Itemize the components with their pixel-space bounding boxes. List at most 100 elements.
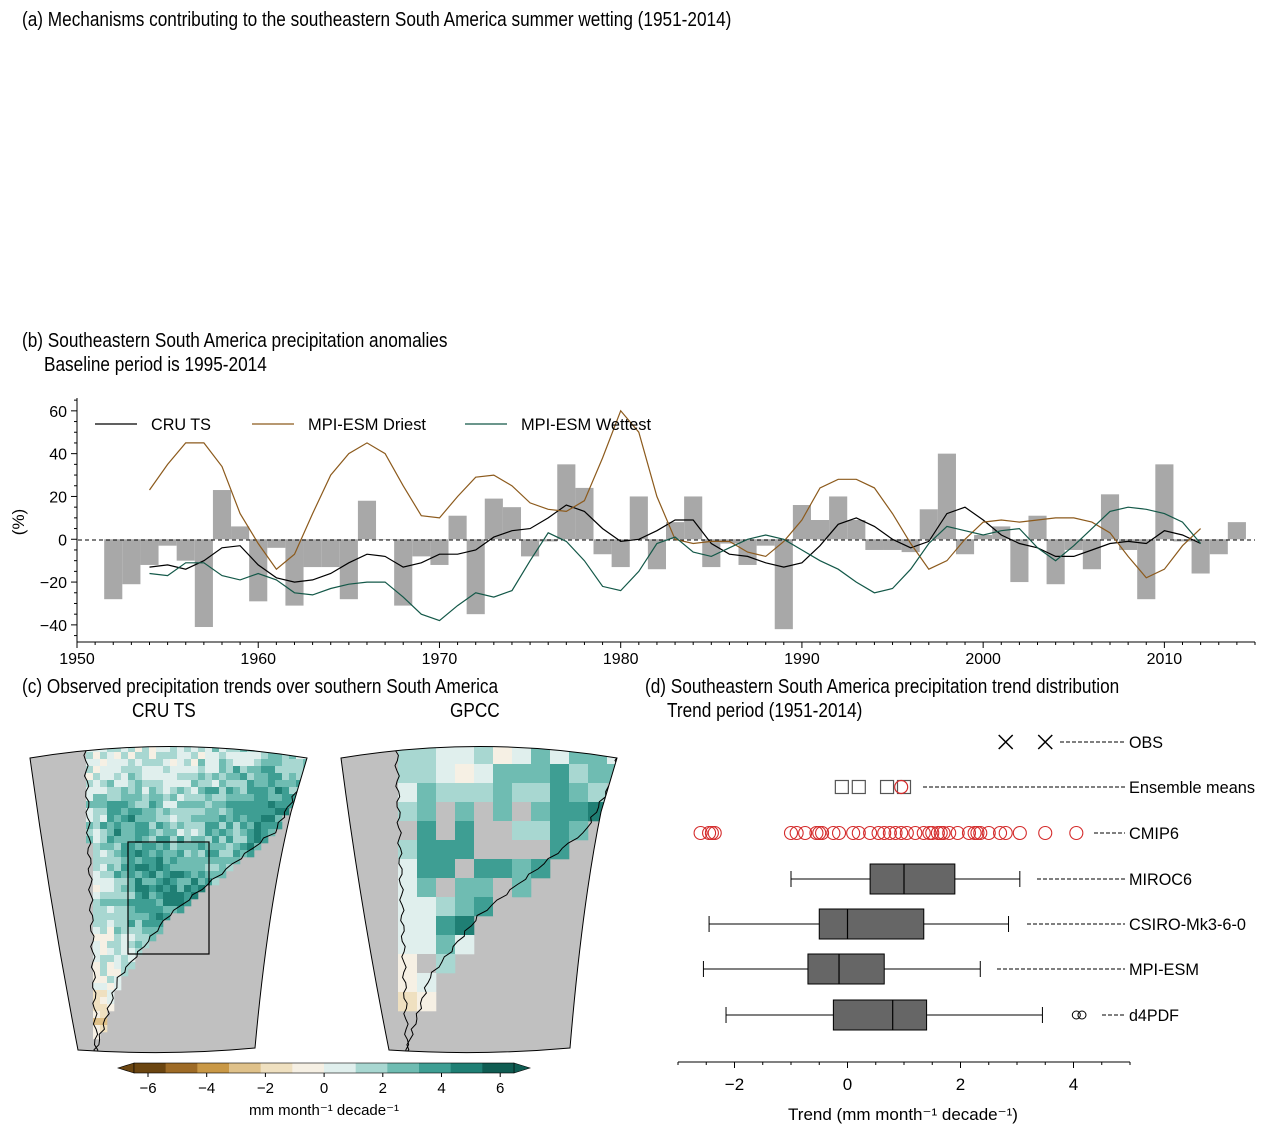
trend-cell	[226, 836, 234, 844]
anomaly-bar	[1064, 539, 1083, 550]
trend-cell	[135, 801, 143, 809]
trend-cell	[226, 850, 234, 858]
trend-cell	[142, 843, 150, 851]
trend-cell	[398, 973, 418, 993]
trend-cell	[268, 780, 276, 788]
trend-cell	[86, 780, 94, 788]
trend-cell	[93, 927, 101, 935]
trend-cell	[163, 822, 171, 830]
trend-cell	[226, 780, 234, 788]
trend-cell	[121, 746, 129, 753]
trend-cell	[128, 759, 136, 767]
trend-cell	[275, 794, 283, 802]
anomaly-bar	[792, 505, 811, 540]
trend-cell	[114, 927, 122, 935]
trend-cell	[254, 787, 262, 795]
trend-cell	[93, 934, 101, 942]
trend-cell	[163, 808, 171, 816]
trend-cell	[100, 829, 108, 837]
trend-cell	[121, 808, 129, 816]
trend-cell	[219, 801, 227, 809]
trend-cell	[114, 829, 122, 837]
trend-cell	[184, 766, 192, 774]
trend-cell	[100, 773, 108, 781]
map-gpcc	[340, 746, 618, 1054]
trend-cell	[455, 802, 475, 822]
trend-cell	[184, 878, 192, 886]
trend-cell	[303, 759, 307, 767]
trend-cell	[240, 759, 248, 767]
trend-cell	[170, 787, 178, 795]
ensemble-mean-marker	[834, 779, 849, 795]
anomaly-bar	[1173, 539, 1192, 542]
trend-cell	[226, 787, 234, 795]
category-labels: OBS Ensemble means CMIP6 MIROC6 CSIRO-Mk3-6-…	[923, 733, 1255, 1025]
y-ticks: −40 −20 0 20 40 60	[40, 399, 77, 637]
trend-cell	[212, 794, 220, 802]
trend-cell	[226, 752, 234, 760]
trend-cell	[226, 794, 234, 802]
anomaly-bar	[1191, 539, 1210, 574]
trend-cell	[303, 773, 307, 781]
trend-cell	[417, 821, 437, 841]
d-x-tick-label: 2	[956, 1075, 965, 1094]
cmip6-model-marker	[877, 825, 892, 841]
trend-cell	[170, 773, 178, 781]
trend-cell	[436, 897, 456, 917]
map-left-title: CRU TS	[132, 700, 196, 722]
trend-cell	[114, 899, 122, 907]
trend-cell	[107, 850, 115, 858]
trend-cell	[177, 843, 185, 851]
trend-cell	[156, 794, 164, 802]
anomaly-bar	[666, 522, 685, 540]
trend-cell	[177, 836, 185, 844]
trend-cell	[114, 941, 122, 949]
trend-cell	[149, 885, 157, 893]
trend-cell	[170, 878, 178, 886]
anomaly-bar	[1046, 539, 1065, 585]
trend-cell	[163, 780, 171, 788]
anomaly-bar	[629, 496, 648, 540]
y-tick-label: 20	[49, 489, 67, 506]
cmip6-model-marker	[998, 825, 1013, 841]
trend-cell	[233, 766, 241, 774]
trend-cell	[163, 836, 171, 844]
anomaly-bar	[249, 539, 268, 602]
cmip6-model-marker	[783, 825, 799, 841]
cmip6-model-marker	[846, 825, 861, 841]
trend-cell	[254, 822, 262, 830]
trend-cell	[191, 885, 199, 893]
panel-d-chart: −2 0 2 4 Trend (mm month⁻¹ decade⁻¹) OBS Ens…	[677, 733, 1255, 1124]
trend-cell	[100, 962, 108, 970]
colorbar-cell	[134, 1063, 166, 1073]
x-tick-label: 1970	[422, 651, 458, 668]
trend-cell	[142, 871, 150, 879]
trend-cell	[114, 948, 122, 956]
cmip6-model-marker	[916, 825, 931, 841]
trend-cell	[191, 787, 199, 795]
trend-cell	[261, 794, 269, 802]
cmip6-model-marker	[930, 825, 945, 841]
anomaly-bar	[883, 539, 902, 550]
trend-cell	[398, 935, 418, 955]
trend-cell	[135, 815, 143, 823]
trend-cell	[493, 840, 513, 860]
trend-cell	[569, 783, 589, 803]
trend-cell	[156, 787, 164, 795]
trend-cell	[114, 871, 122, 879]
trend-cell	[455, 764, 475, 784]
legend: CRU TS MPI-ESM Driest MPI-ESM Wettest	[95, 415, 651, 434]
trend-cell	[436, 859, 456, 879]
trend-cell	[100, 1025, 108, 1033]
trend-cell	[114, 787, 122, 795]
anomaly-bar	[611, 539, 630, 568]
trend-cell	[128, 892, 136, 900]
trend-cell	[156, 780, 164, 788]
trend-cell	[93, 969, 101, 977]
trend-cell	[142, 885, 150, 893]
trend-cell	[531, 802, 551, 822]
trend-cell	[233, 822, 241, 830]
trend-cell	[184, 773, 192, 781]
trend-cell	[198, 843, 206, 851]
trend-cell	[156, 773, 164, 781]
